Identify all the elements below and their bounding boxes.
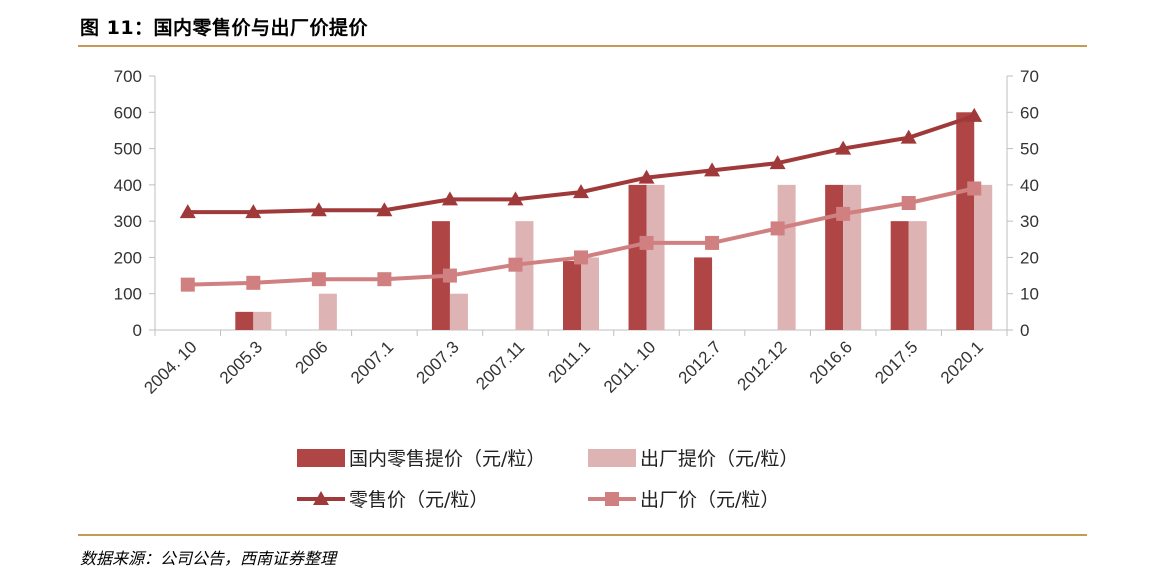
factory-increase-bar	[843, 184, 862, 330]
retail-price-point	[966, 107, 983, 122]
factory-increase-bar	[646, 184, 665, 330]
lines	[179, 107, 983, 292]
legend-label: 出厂价（元/粒）	[640, 489, 779, 511]
right-tick-label: 0	[1020, 321, 1029, 340]
retail-price-point	[769, 155, 786, 170]
retail-price-point	[245, 204, 262, 219]
left-tick-label: 100	[114, 285, 142, 304]
left-tick-label: 200	[114, 248, 142, 267]
left-tick-label: 300	[114, 212, 142, 231]
legend-label: 零售价（元/粒）	[349, 489, 488, 511]
factory-increase-bar	[318, 293, 337, 330]
retail-price-point	[573, 184, 589, 199]
factory-price-point	[836, 206, 851, 221]
left-tick-label: 600	[114, 103, 142, 122]
retail-increase-bar	[956, 112, 975, 331]
right-tick-label: 40	[1020, 176, 1039, 195]
factory-price-point	[311, 272, 326, 287]
legend-swatch-factory-increase	[588, 449, 636, 467]
factory-price-point	[442, 268, 457, 283]
retail-price-point	[835, 140, 852, 155]
factory-increase-bar	[777, 184, 796, 330]
x-tick-label: 2011.1	[545, 337, 594, 386]
factory-increase-bar	[974, 184, 993, 330]
x-tick-label: 2007.11	[472, 337, 528, 393]
retail-price-point	[900, 129, 917, 144]
factory-increase-bar	[581, 257, 599, 330]
right-tick-label: 20	[1020, 248, 1039, 267]
right-tick-label: 60	[1020, 103, 1039, 122]
retail-price-point	[376, 202, 393, 217]
legend-marker-square	[605, 492, 619, 506]
x-tick-label: 2005.3	[216, 337, 266, 387]
x-tick-label: 2007.3	[413, 337, 463, 387]
figure-title: 图 11：国内零售价与出厂价提价	[80, 17, 369, 39]
retail-increase-bar	[235, 311, 254, 330]
factory-increase-bar	[449, 293, 468, 330]
right-tick-label: 10	[1020, 285, 1039, 304]
bars	[235, 112, 993, 331]
x-tick-label: 2012.12	[734, 337, 791, 394]
factory-price-point	[705, 235, 720, 250]
retail-increase-bar	[628, 184, 647, 330]
factory-increase-bar	[515, 221, 534, 330]
x-tick-label: 2011. 10	[600, 337, 659, 396]
factory-increase-bar	[253, 311, 272, 330]
retail-price-point	[638, 169, 655, 184]
x-tick-label: 2017.5	[871, 337, 921, 387]
left-tick-label: 500	[114, 140, 142, 159]
x-tick-label: 2020.1	[937, 337, 987, 387]
left-tick-label: 0	[133, 321, 142, 340]
retail-price-point	[441, 191, 458, 206]
right-tick-label: 70	[1020, 67, 1039, 86]
legend-marker-triangle	[313, 491, 329, 505]
factory-price-point	[377, 272, 392, 287]
legend: 国内零售提价（元/粒） 出厂提价（元/粒） 零售价（元/粒） 出厂价（元/粒）	[297, 448, 798, 511]
legend-label: 出厂提价（元/粒）	[640, 448, 798, 470]
retail-increase-bar	[563, 261, 581, 330]
right-tick-label: 50	[1020, 140, 1039, 159]
x-tick-label: 2012.7	[675, 337, 725, 387]
retail-price-point	[704, 162, 721, 177]
legend-label: 国内零售提价（元/粒）	[349, 448, 545, 470]
factory-price-point	[967, 181, 982, 196]
factory-price-point	[180, 277, 195, 292]
factory-price-point	[246, 275, 261, 290]
factory-price-point	[639, 235, 654, 250]
factory-price-point	[901, 196, 916, 210]
x-tick-label: 2004. 10	[140, 337, 200, 397]
retail-price-point	[310, 202, 327, 217]
x-tick-label: 2016.6	[806, 337, 856, 387]
factory-price-point	[574, 250, 588, 265]
factory-price-point	[770, 221, 785, 236]
right-tick-label: 30	[1020, 212, 1039, 231]
legend-swatch-retail-increase	[297, 449, 345, 467]
retail-increase-bar	[694, 257, 713, 330]
left-tick-label: 400	[114, 176, 142, 195]
factory-price-point	[508, 257, 523, 272]
x-axis-labels: 2004. 10 2005.3 2006 2007.1 2007.3 2007.11 201…	[140, 337, 987, 397]
left-tick-label: 700	[114, 67, 142, 86]
x-tick-label: 2007.1	[347, 337, 397, 387]
x-tick-label: 2006	[291, 337, 331, 377]
bottom-rule	[78, 534, 1087, 536]
retail-increase-bar	[890, 221, 909, 330]
source-note: 数据来源：公司公告，西南证券整理	[80, 549, 337, 568]
retail-price-point	[507, 191, 524, 206]
top-rule	[78, 45, 1087, 47]
factory-increase-bar	[908, 221, 927, 330]
retail-price-point	[179, 204, 196, 219]
retail-increase-bar	[825, 184, 844, 330]
